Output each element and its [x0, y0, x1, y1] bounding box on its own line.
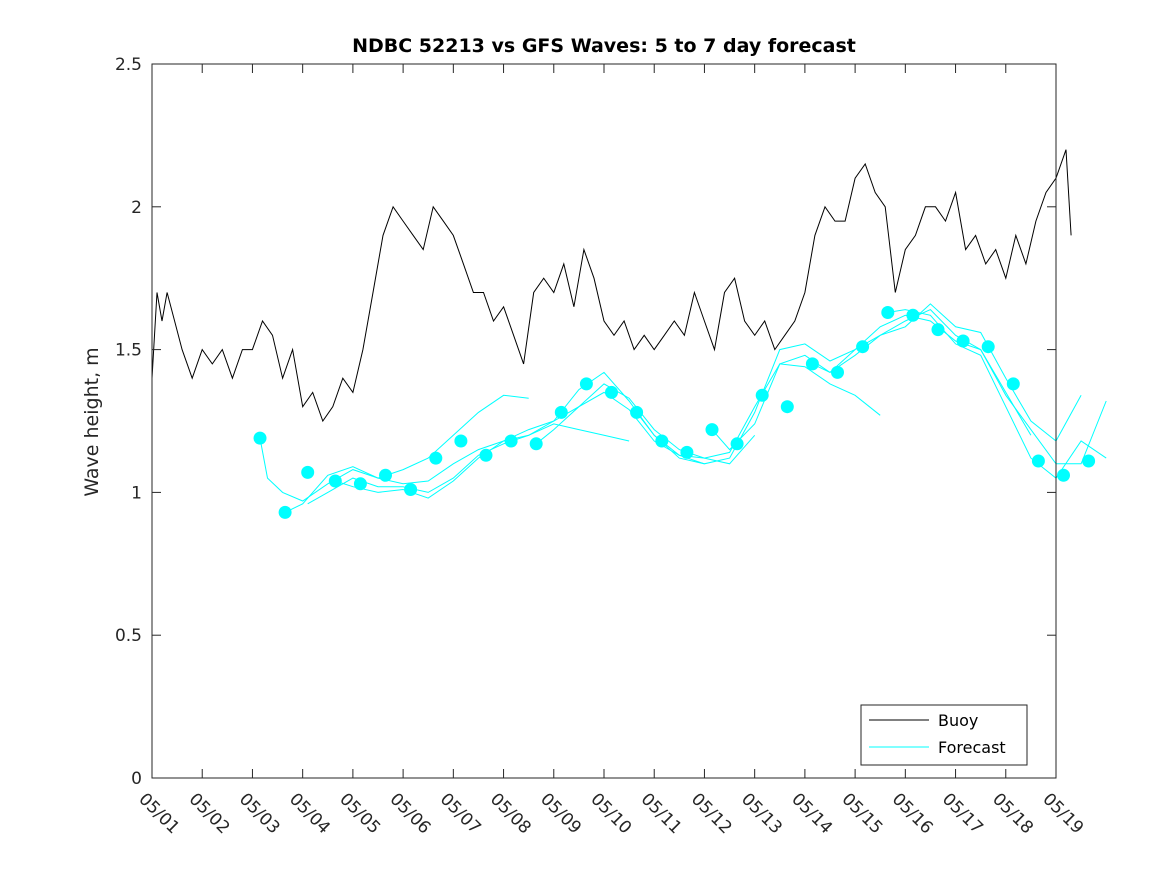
forecast-point — [705, 423, 719, 437]
forecast-point — [1031, 454, 1045, 468]
legend-forecast-label: Forecast — [938, 738, 1006, 757]
forecast-point — [730, 437, 744, 451]
legend-buoy-label: Buoy — [938, 711, 978, 730]
forecast-point — [981, 340, 995, 354]
forecast-point — [404, 483, 418, 496]
forecast-point — [529, 437, 543, 451]
forecast-point — [554, 405, 568, 419]
forecast-point — [579, 377, 593, 391]
forecast-point — [655, 434, 669, 448]
legend: Buoy Forecast — [860, 704, 1028, 766]
forecast-line-1 — [284, 423, 630, 513]
plot-area — [151, 149, 1107, 519]
forecast-point — [780, 400, 794, 414]
y-tick-label: 2 — [131, 198, 142, 218]
y-axis-label: Wave height, m — [81, 347, 103, 496]
forecast-point — [755, 388, 769, 402]
forecast-point — [906, 308, 920, 322]
forecast-point — [504, 434, 518, 448]
forecast-point — [253, 431, 267, 445]
forecast-point — [379, 468, 392, 482]
forecast-point — [931, 323, 945, 337]
y-tick-label: 1 — [131, 483, 142, 503]
forecast-point — [1006, 377, 1020, 391]
chart-title: NDBC 52213 vs GFS Waves: 5 to 7 day fore… — [352, 35, 856, 57]
y-axis-ticks: 0 0.5 1 1.5 2 2.5 — [115, 55, 1056, 789]
forecast-point — [805, 357, 819, 371]
y-tick-label: 2.5 — [115, 55, 142, 75]
forecast-point — [328, 474, 342, 488]
legend-box — [860, 704, 1028, 766]
y-tick-label: 0.5 — [115, 626, 142, 646]
forecast-point — [630, 405, 644, 419]
forecast-point — [605, 385, 618, 399]
forecast-line-4 — [535, 363, 881, 459]
forecast-point — [956, 334, 970, 348]
forecast-point — [1057, 468, 1070, 482]
forecast-point — [1082, 454, 1096, 468]
forecast-point — [301, 465, 315, 479]
forecast-point — [479, 448, 493, 462]
forecast-point — [278, 505, 292, 519]
y-tick-label: 0 — [131, 769, 142, 789]
forecast-point — [353, 477, 367, 491]
forecast-point — [454, 434, 468, 448]
forecast-point — [831, 365, 844, 379]
forecast-point — [429, 451, 443, 465]
forecast-point — [680, 445, 694, 459]
forecast-point — [856, 340, 870, 354]
buoy-line — [151, 149, 1072, 423]
y-tick-label: 1.5 — [115, 341, 142, 361]
forecast-point — [881, 306, 895, 319]
